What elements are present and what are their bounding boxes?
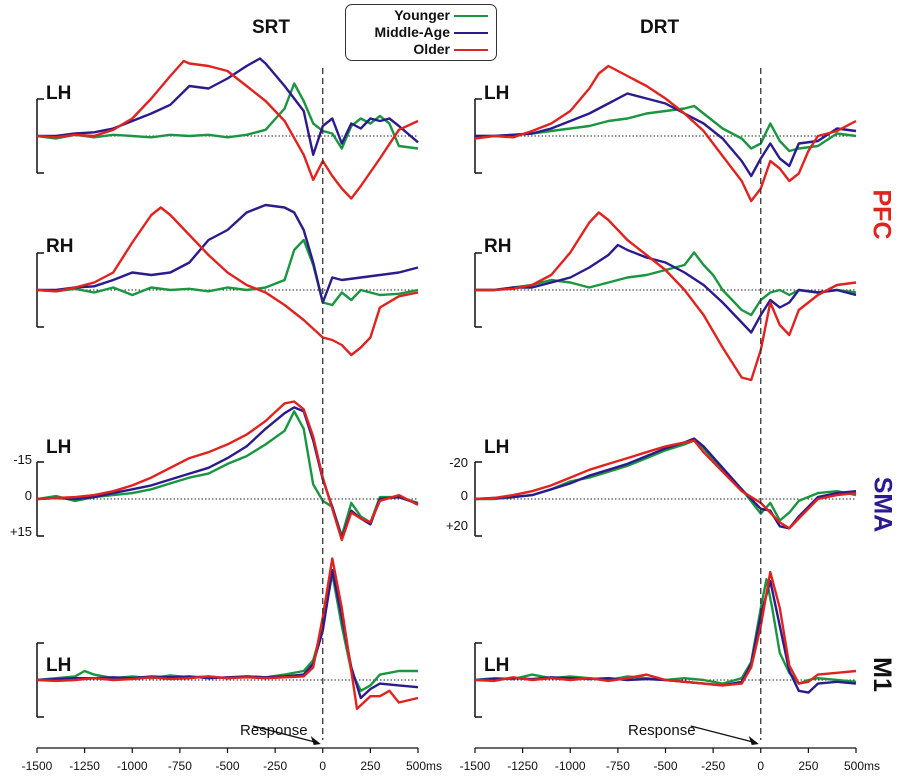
hemisphere-label: LH	[46, 83, 72, 104]
legend-label: Middle-Age	[374, 24, 450, 40]
series-line-younger	[475, 104, 857, 153]
legend-swatch-older	[454, 49, 488, 51]
x-tick-label: -1250	[507, 759, 538, 773]
series-line-older	[36, 206, 419, 357]
hemisphere-label: RH	[484, 236, 512, 257]
legend-label: Younger	[394, 7, 450, 23]
series-line-older	[474, 64, 857, 203]
legend-item-older: Older	[346, 41, 496, 58]
hemisphere-label: RH	[46, 236, 74, 257]
x-tick-label: -250	[263, 759, 288, 773]
panel-drt-pfc-lh	[474, 64, 857, 203]
x-tick-label: -250	[701, 759, 726, 773]
legend-swatch-middle-age	[454, 32, 488, 34]
series-line-middle-age	[37, 57, 419, 156]
panel-drt-m1-lh	[474, 570, 857, 718]
legend-swatch-younger	[454, 15, 488, 17]
x-tick-label: 250	[798, 759, 819, 773]
x-tick-label: 0	[757, 759, 765, 773]
sma-scale-bottom: +20	[445, 518, 468, 533]
x-tick-label: -1500	[21, 759, 53, 773]
x-tick-label: -500	[653, 759, 678, 773]
series-line-middle-age	[474, 437, 857, 530]
sma-scale-zero: 0	[24, 488, 32, 503]
panel-drt-sma-lh	[474, 437, 857, 537]
region-title-sma: SMA	[868, 476, 897, 533]
sma-scale-top: -20	[449, 455, 468, 470]
region-title-pfc: PFC	[867, 189, 896, 240]
x-axis	[36, 747, 857, 753]
panel-srt-pfc-lh	[36, 57, 419, 200]
x-tick-label: -1000	[554, 759, 586, 773]
sma-scale-bottom: +15	[9, 524, 32, 539]
response-arrowhead	[310, 736, 321, 745]
legend-item-younger: Younger	[346, 7, 496, 24]
hemisphere-label: LH	[46, 437, 72, 458]
series-line-younger	[36, 410, 419, 538]
series-line-older	[474, 570, 857, 687]
series-line-middle-age	[475, 243, 857, 334]
response-label: Response	[628, 722, 696, 739]
panel-srt-pfc-rh	[36, 203, 419, 357]
legend-item-middle-age: Middle-Age	[346, 24, 496, 41]
x-tick-label: -500	[215, 759, 240, 773]
response-label: Response	[240, 722, 308, 739]
series-line-older	[474, 439, 857, 530]
series-line-younger	[474, 578, 857, 685]
x-tick-label: -1500	[459, 759, 491, 773]
legend-label: Older	[413, 41, 450, 57]
column-title-drt: DRT	[640, 17, 680, 38]
sma-scale-top: -15	[13, 452, 32, 467]
series-line-middle-age	[37, 203, 419, 304]
series-line-older	[36, 557, 419, 710]
series-line-younger	[475, 251, 857, 317]
series-line-older	[36, 400, 419, 542]
series-line-older	[36, 59, 419, 200]
hemisphere-label: LH	[484, 437, 510, 458]
x-tick-label: 500ms	[406, 759, 443, 773]
series-line-middle-age	[475, 92, 857, 178]
panel-drt-pfc-rh	[474, 211, 857, 382]
column-title-srt: SRT	[252, 17, 290, 38]
hemisphere-label: LH	[484, 83, 510, 104]
hemisphere-label: LH	[46, 655, 72, 676]
series-line-younger	[36, 82, 419, 150]
series-line-younger	[475, 439, 857, 522]
panels-layer	[36, 57, 857, 745]
panel-srt-m1-lh	[36, 557, 419, 718]
sma-scale-zero: 0	[460, 488, 468, 503]
panel-srt-sma-lh	[36, 400, 419, 542]
series-line-middle-age	[474, 579, 857, 694]
legend: Younger Middle-Age Older	[345, 4, 497, 61]
series-line-younger	[36, 238, 419, 307]
x-tick-label: 0	[319, 759, 327, 773]
x-tick-label: 500ms	[844, 759, 881, 773]
response-arrow	[690, 725, 757, 744]
series-line-younger	[36, 572, 418, 692]
x-tick-label: -750	[605, 759, 630, 773]
response-arrow	[252, 725, 319, 744]
x-tick-label: -1250	[69, 759, 100, 773]
series-line-older	[475, 211, 857, 382]
x-tick-label: -750	[167, 759, 192, 773]
response-arrowhead	[748, 736, 759, 745]
hemisphere-label: LH	[484, 655, 510, 676]
x-tick-label: 250	[360, 759, 381, 773]
region-title-m1: M1	[867, 657, 896, 692]
x-tick-label: -1000	[116, 759, 148, 773]
